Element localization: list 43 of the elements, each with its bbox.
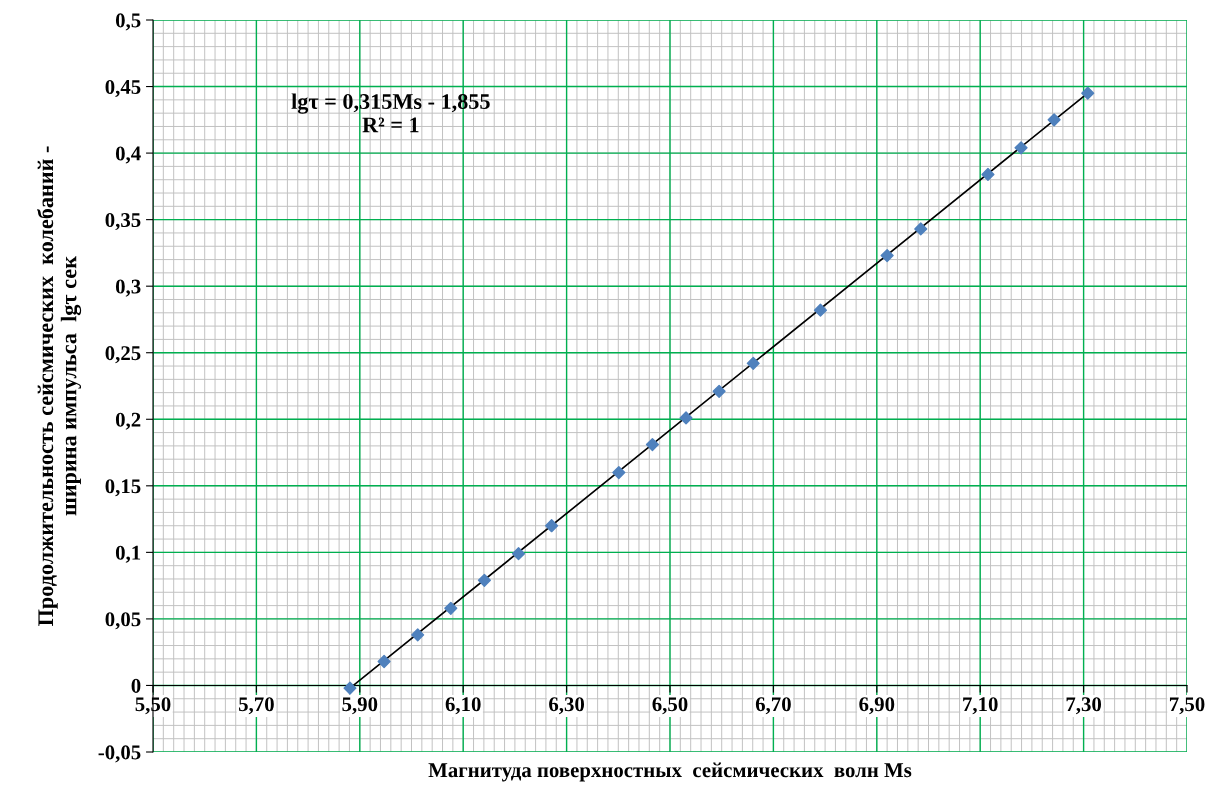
point — [612, 465, 626, 480]
y-tick-label: 0,05 — [105, 612, 141, 630]
x-tick-label: 7,10 — [963, 697, 998, 715]
y-tick-label: 0,15 — [105, 479, 141, 497]
y-tick-label: 0,5 — [115, 13, 141, 31]
x-tick-label: 6,90 — [859, 697, 895, 715]
x-tick-label: 6,10 — [445, 697, 481, 715]
point — [1081, 86, 1095, 100]
point — [981, 167, 995, 181]
point — [477, 573, 491, 587]
y-tick-label: 0,35 — [105, 213, 141, 231]
point — [712, 384, 726, 398]
point — [511, 547, 526, 561]
point — [746, 356, 760, 370]
point — [377, 654, 391, 669]
y-tick-label: 0,1 — [115, 545, 141, 563]
point — [1014, 141, 1028, 155]
point — [645, 437, 660, 452]
y-tick-label: 0,4 — [115, 146, 141, 164]
x-tick-label: 5,70 — [239, 697, 274, 715]
x-tick-label: 6,70 — [755, 697, 791, 715]
point — [813, 303, 828, 317]
point — [343, 681, 357, 695]
point — [914, 222, 928, 236]
y-tick-label: 0,3 — [115, 279, 141, 297]
y-tick-label: 0,2 — [115, 412, 141, 430]
x-tick-label: 7,50 — [1169, 697, 1205, 715]
x-tick-label: 6,50 — [652, 697, 688, 715]
y-tick-label: 0 — [131, 678, 141, 693]
x-tick-label: 5,90 — [342, 697, 378, 715]
point — [411, 628, 425, 642]
point — [880, 248, 894, 263]
y-tick-label: -0,05 — [98, 745, 141, 763]
point — [444, 601, 458, 615]
x-tick-label: 7,30 — [1066, 697, 1102, 715]
y-axis-title: Продолжительность сейсмических колебаний - ширина импульса lgτ сек — [37, 146, 82, 626]
y-tick-label: 0,45 — [105, 79, 141, 97]
x-tick-label: 6,30 — [549, 697, 585, 715]
y-tick-label: 0,25 — [105, 346, 141, 364]
point — [679, 411, 693, 425]
x-axis-title: Магнитуда поверхностных сейсмических волн Ms — [428, 762, 912, 782]
point — [545, 519, 559, 533]
point — [1047, 113, 1061, 127]
